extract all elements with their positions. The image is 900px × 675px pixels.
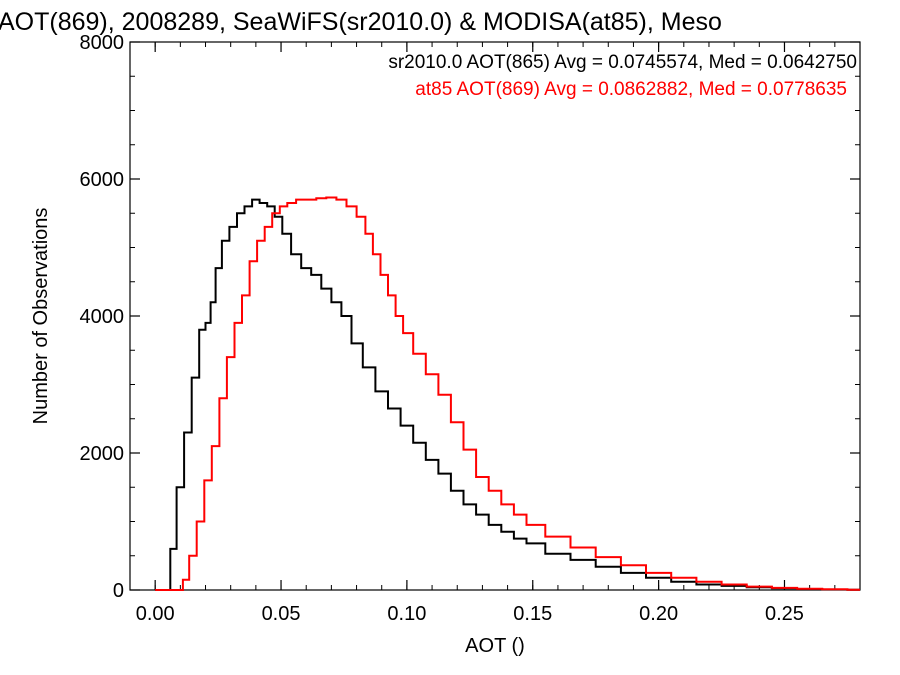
y-tick-label: 6000 <box>80 169 125 191</box>
y-axis-label: Number of Observations <box>30 208 52 425</box>
series-line-1 <box>155 196 860 591</box>
series-line-0 <box>155 198 860 591</box>
x-tick-label: 0.10 <box>387 603 426 625</box>
legend-entry-sr2010: sr2010.0 AOT(865) Avg = 0.0745574, Med =… <box>388 52 857 73</box>
y-tick-label: 2000 <box>80 443 125 465</box>
x-tick-label: 0.25 <box>765 603 804 625</box>
y-tick-label: 0 <box>113 580 124 602</box>
x-tick-label: 0.00 <box>136 603 175 625</box>
y-tick-label: 4000 <box>80 306 125 328</box>
legend-entry-at85: at85 AOT(869) Avg = 0.0862882, Med = 0.0… <box>415 79 847 100</box>
chart-title: AOT(869), 2008289, SeaWiFS(sr2010.0) & M… <box>0 8 722 36</box>
series-layer <box>155 196 860 591</box>
x-tick-label: 0.15 <box>513 603 552 625</box>
x-tick-label: 0.05 <box>262 603 301 625</box>
y-axis-ticks: 0 2000 4000 6000 8000 <box>80 32 860 602</box>
plot-frame <box>129 41 861 591</box>
x-tick-label: 0.20 <box>639 603 678 625</box>
y-tick-label: 8000 <box>80 32 125 54</box>
x-axis-ticks: 0.00 0.05 0.10 0.15 0.20 0.25 <box>129 42 861 625</box>
x-axis-label: AOT () <box>465 635 525 657</box>
